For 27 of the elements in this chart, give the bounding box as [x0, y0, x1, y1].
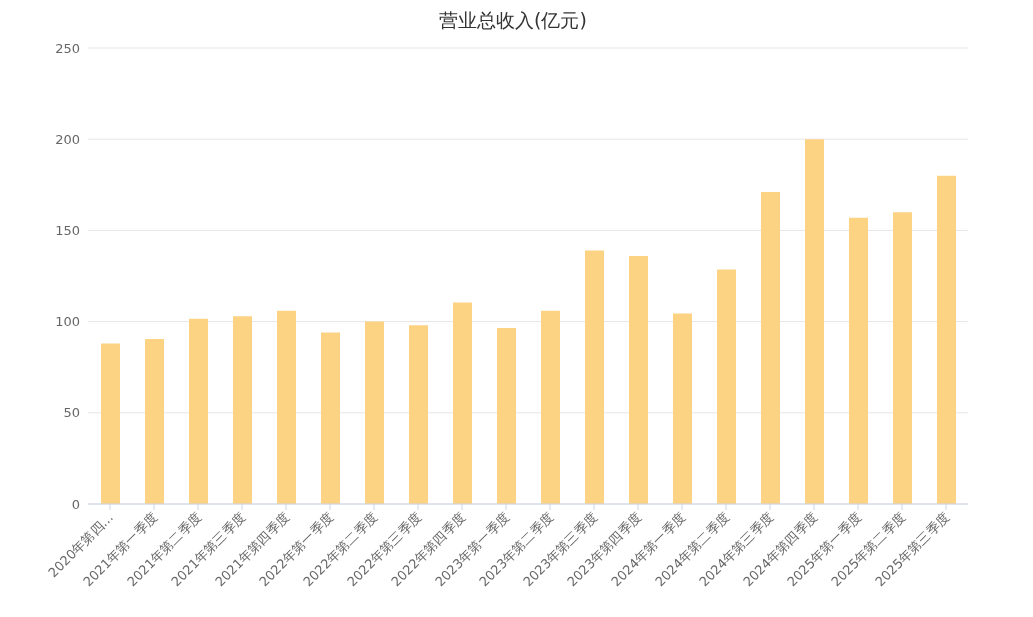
y-tick-label: 150 [55, 223, 80, 239]
bar [893, 212, 912, 504]
bar [585, 250, 604, 504]
bar [849, 217, 868, 504]
bar [761, 192, 780, 504]
bar [101, 343, 120, 504]
bar [453, 302, 472, 504]
y-tick-label: 100 [55, 314, 80, 330]
bar [937, 175, 956, 504]
bar [673, 313, 692, 504]
bar [145, 338, 164, 504]
bar [497, 327, 516, 504]
y-tick-label: 0 [71, 496, 80, 512]
bar [541, 310, 560, 504]
bar [629, 255, 648, 504]
bar [717, 269, 736, 504]
y-tick-label: 50 [63, 405, 80, 421]
bar [233, 316, 252, 504]
bar [409, 325, 428, 504]
chart-title: 营业总收入(亿元) [438, 8, 588, 33]
y-tick-label: 200 [55, 131, 80, 147]
y-tick-label: 250 [55, 40, 80, 56]
bar [365, 321, 384, 504]
bar [189, 318, 208, 504]
bar [805, 139, 824, 504]
bar [321, 332, 340, 504]
bar [277, 310, 296, 504]
